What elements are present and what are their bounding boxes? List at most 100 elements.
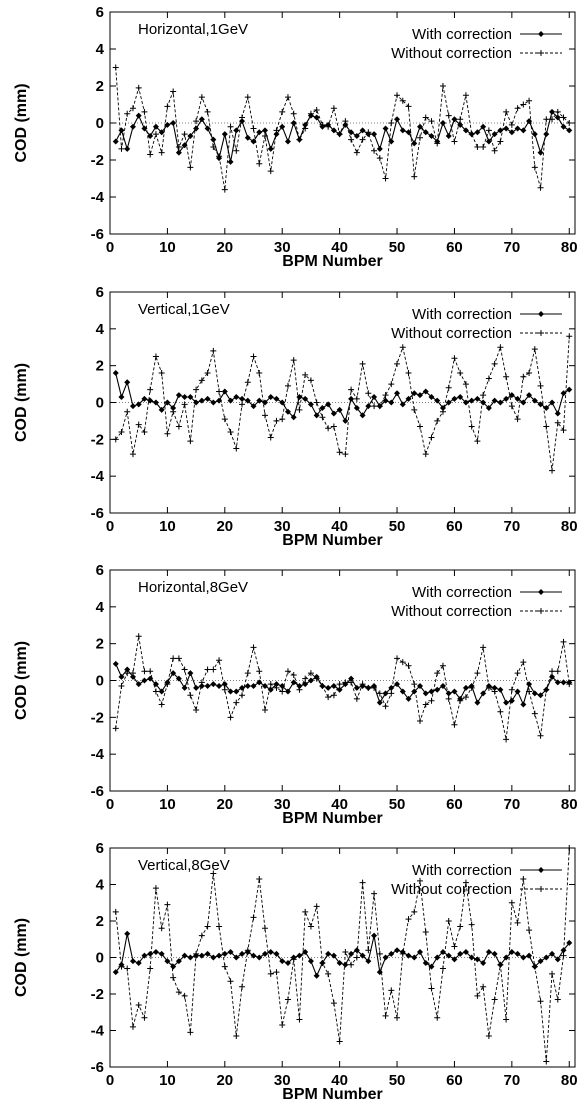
data-point-with-correction: [205, 683, 211, 689]
data-point-without-correction: [446, 696, 452, 702]
data-point-with-correction: [256, 955, 262, 961]
y-tick-label: 2: [96, 636, 104, 653]
chart-panel-vertical-1gev: -6-4-202460 10 20 30 40 50 60 70 80 Vertical,1Ge…: [13, 284, 578, 549]
data-point-without-correction: [463, 694, 469, 700]
data-point-with-correction: [251, 139, 257, 145]
data-point-without-correction: [256, 876, 262, 882]
data-point-with-correction: [463, 685, 469, 691]
data-point-without-correction: [434, 418, 440, 424]
data-point-without-correction: [130, 1024, 136, 1030]
data-point-with-correction: [492, 951, 498, 957]
data-point-with-correction: [543, 131, 549, 137]
data-point-with-correction: [170, 120, 176, 126]
data-point-without-correction: [383, 176, 389, 182]
data-point-without-correction: [233, 1033, 239, 1039]
x-tick-label: 70: [504, 1072, 521, 1089]
data-point-with-correction: [130, 958, 136, 964]
legend-marker-without-correction: [538, 330, 544, 336]
data-point-without-correction: [222, 416, 228, 422]
data-point-without-correction: [388, 690, 394, 696]
data-point-with-correction: [193, 685, 199, 691]
data-point-with-correction: [434, 687, 440, 693]
data-point-without-correction: [136, 1002, 142, 1008]
data-point-without-correction: [141, 109, 147, 115]
y-tick-label: 4: [96, 599, 105, 616]
data-point-without-correction: [147, 387, 153, 393]
data-point-without-correction: [555, 668, 561, 674]
data-point-without-correction: [515, 920, 521, 926]
data-point-without-correction: [451, 722, 457, 728]
data-point-without-correction: [388, 987, 394, 993]
y-tick-label: 2: [96, 913, 104, 930]
data-point-with-correction: [515, 126, 521, 132]
data-point-without-correction: [474, 438, 480, 444]
data-point-without-correction: [423, 701, 429, 707]
data-point-without-correction: [388, 120, 394, 126]
data-point-without-correction: [273, 969, 279, 975]
y-tick-label: -2: [91, 431, 104, 448]
x-tick-label: 10: [159, 1072, 176, 1089]
data-point-with-correction: [239, 951, 245, 957]
data-point-without-correction: [342, 451, 348, 457]
data-point-without-correction: [354, 696, 360, 702]
data-point-without-correction: [348, 962, 354, 968]
data-point-without-correction: [251, 126, 257, 132]
data-point-without-correction: [228, 978, 234, 984]
data-point-with-correction: [348, 396, 354, 402]
panel-title: Vertical,1GeV: [138, 301, 230, 318]
data-point-without-correction: [331, 423, 337, 429]
data-point-with-correction: [348, 951, 354, 957]
data-point-without-correction: [141, 429, 147, 435]
x-tick-label: 80: [561, 1072, 578, 1089]
data-point-with-correction: [342, 418, 348, 424]
data-point-with-correction: [371, 131, 377, 137]
series-with-correction: [113, 661, 573, 708]
data-point-without-correction: [210, 348, 216, 354]
x-tick-label: 0: [106, 1072, 114, 1089]
legend-sample-with-correction: [520, 589, 562, 595]
data-point-without-correction: [423, 114, 429, 120]
y-tick-label: 6: [96, 4, 104, 21]
legend-sample-without-correction: [520, 886, 562, 892]
data-point-without-correction: [302, 676, 308, 682]
data-point-without-correction: [400, 659, 406, 665]
data-point-without-correction: [182, 993, 188, 999]
data-point-without-correction: [319, 414, 325, 420]
legend-sample-with-correction: [520, 31, 562, 37]
data-point-with-correction: [497, 400, 503, 406]
data-point-without-correction: [113, 725, 119, 731]
data-point-with-correction: [371, 933, 377, 939]
data-point-without-correction: [199, 94, 205, 100]
data-point-with-correction: [532, 690, 538, 696]
legend: With correction Without correction: [391, 26, 562, 62]
data-point-without-correction: [411, 407, 417, 413]
data-point-with-correction: [314, 114, 320, 120]
data-point-without-correction: [268, 434, 274, 440]
x-tick-label: 50: [389, 239, 406, 256]
data-point-without-correction: [503, 736, 509, 742]
data-point-without-correction: [383, 392, 389, 398]
data-point-without-correction: [543, 1059, 549, 1065]
data-point-without-correction: [555, 109, 561, 115]
data-point-with-correction: [153, 949, 159, 955]
data-point-without-correction: [400, 344, 406, 350]
data-point-with-correction: [222, 131, 228, 137]
data-point-with-correction: [388, 951, 394, 957]
y-tick-label: 4: [96, 877, 105, 894]
data-point-without-correction: [532, 711, 538, 717]
data-point-without-correction: [279, 689, 285, 695]
data-point-with-correction: [515, 951, 521, 957]
data-point-without-correction: [406, 103, 412, 109]
data-point-with-correction: [526, 953, 532, 959]
x-tick-label: 10: [159, 518, 176, 535]
data-point-with-correction: [262, 127, 268, 133]
data-point-with-correction: [210, 681, 216, 687]
data-point-without-correction: [520, 876, 526, 882]
data-point-with-correction: [543, 955, 549, 961]
data-point-without-correction: [325, 694, 331, 700]
data-point-without-correction: [532, 164, 538, 170]
data-point-without-correction: [480, 644, 486, 650]
data-point-without-correction: [388, 381, 394, 387]
data-point-with-correction: [503, 700, 509, 706]
data-point-without-correction: [457, 923, 463, 929]
